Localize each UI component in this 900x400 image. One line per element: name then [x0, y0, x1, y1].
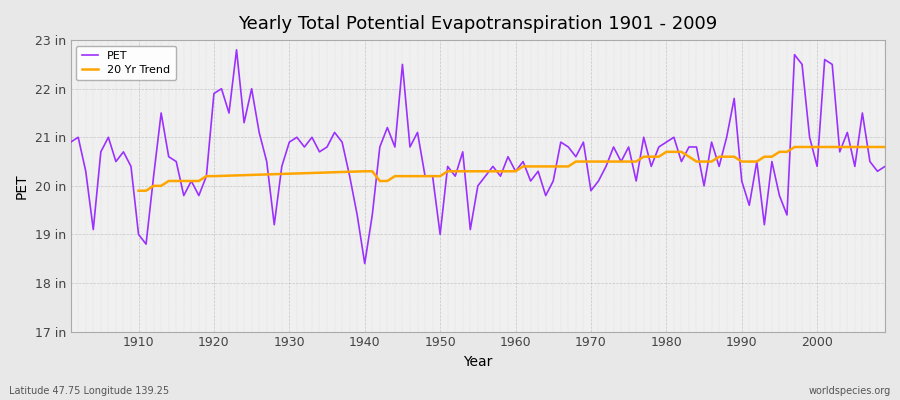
20 Yr Trend [879, 144, 890, 149]
PET [518, 159, 528, 164]
X-axis label: Year: Year [464, 355, 492, 369]
PET [345, 174, 356, 178]
20 Yr Trend [827, 144, 838, 149]
Line: PET: PET [71, 50, 885, 264]
20 Yr Trend [767, 154, 778, 159]
20 Yr Trend [805, 144, 815, 149]
Text: Latitude 47.75 Longitude 139.25: Latitude 47.75 Longitude 139.25 [9, 386, 169, 396]
20 Yr Trend [789, 144, 800, 149]
PET [526, 178, 536, 183]
PET [66, 140, 77, 144]
Y-axis label: PET: PET [15, 173, 29, 199]
PET [879, 164, 890, 169]
Title: Yearly Total Potential Evapotranspiration 1901 - 2009: Yearly Total Potential Evapotranspiratio… [238, 15, 717, 33]
PET [359, 261, 370, 266]
20 Yr Trend [133, 188, 144, 193]
20 Yr Trend [721, 154, 732, 159]
Legend: PET, 20 Yr Trend: PET, 20 Yr Trend [76, 46, 176, 80]
20 Yr Trend [608, 159, 619, 164]
PET [616, 159, 626, 164]
PET [126, 164, 137, 169]
Text: worldspecies.org: worldspecies.org [809, 386, 891, 396]
Line: 20 Yr Trend: 20 Yr Trend [139, 147, 885, 191]
PET [299, 144, 310, 149]
20 Yr Trend [653, 154, 664, 159]
PET [231, 48, 242, 52]
